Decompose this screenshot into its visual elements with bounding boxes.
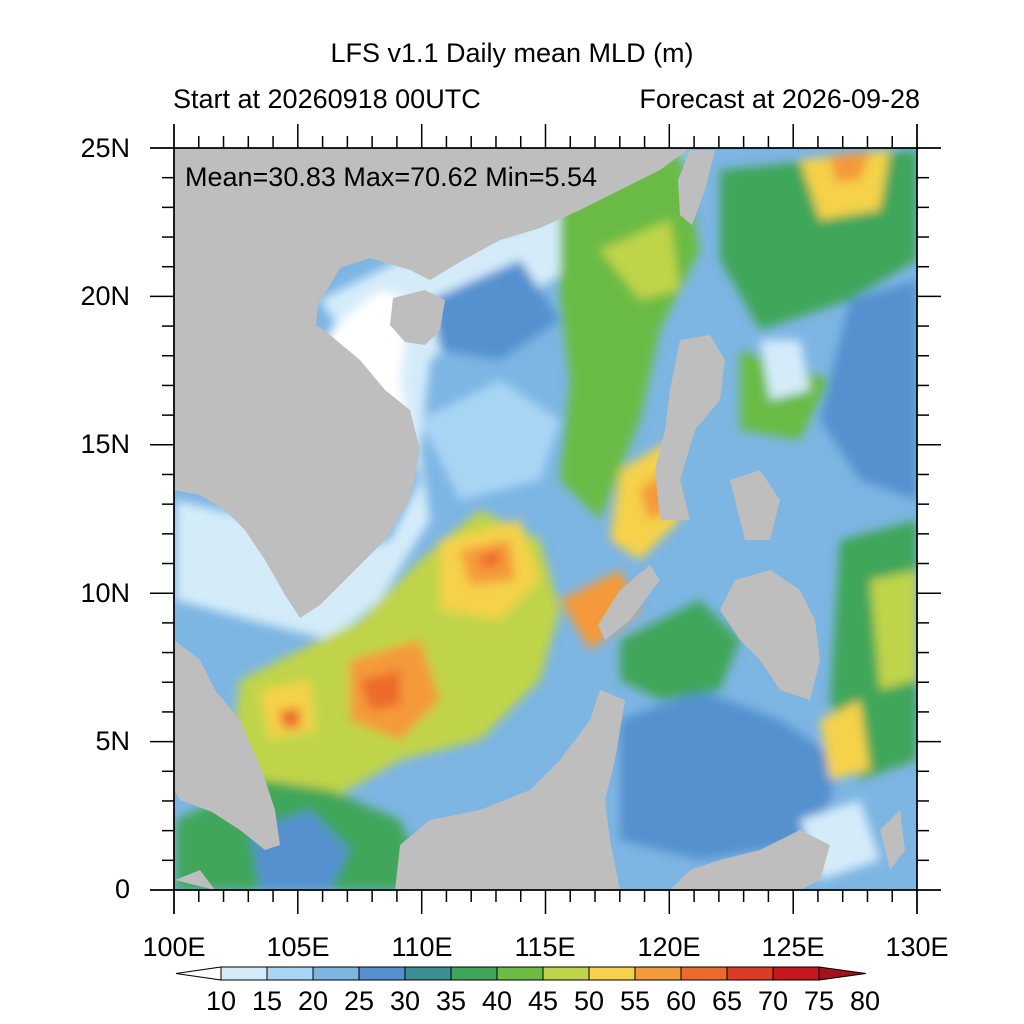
lon-label-130e: 130E [885,932,949,962]
colorbar-swatch [588,966,636,981]
start-time-label: Start at 20260918 00UTC [173,84,481,114]
colorbar-high-arrow [818,966,867,981]
colorbar-swatch [450,966,498,981]
chart-title: LFS v1.1 Daily mean MLD (m) [330,38,694,68]
colorbar-label: 65 [711,986,743,1016]
colorbar-label: 60 [665,986,697,1016]
lon-label-105e: 105E [266,932,330,962]
colorbar-swatch [312,966,360,981]
colorbar-label: 30 [389,986,421,1016]
colorbar-swatch [772,966,820,981]
colorbar-label: 20 [297,986,329,1016]
lat-label-15n: 15N [80,429,130,459]
colorbar-swatch [726,966,774,981]
lon-label-110e: 110E [391,932,453,962]
lat-label-25n: 25N [80,133,130,163]
luzon [655,335,725,520]
colorbar-swatch [634,966,682,981]
colorbar-swatch [404,966,452,981]
colorbar-label: 45 [527,986,559,1016]
colorbar-label: 80 [849,986,881,1016]
colorbar-swatch [220,966,268,981]
lat-label-0: 0 [114,874,130,904]
malay-peninsula [174,640,280,850]
colorbar-swatch [496,966,544,981]
forecast-time-label: Forecast at 2026-09-28 [639,84,920,114]
colorbar-swatch [358,966,406,981]
colorbar-label: 25 [343,986,375,1016]
colorbar-label: 50 [573,986,605,1016]
colorbar-label: 35 [435,986,467,1016]
borneo [395,690,625,890]
hainan-island [390,290,445,345]
lon-label-120e: 120E [637,932,701,962]
stats-label: Mean=30.83 Max=70.62 Min=5.54 [185,162,598,192]
colorbar-low-arrow [175,966,222,981]
land-masses [174,148,905,890]
colorbar-label: 70 [757,986,789,1016]
colorbar-label: 75 [803,986,835,1016]
colorbar-swatch [266,966,314,981]
lon-label-115e: 115E [514,932,576,962]
colorbar-swatch [680,966,728,981]
lat-label-20n: 20N [80,281,130,311]
mindanao [720,570,820,700]
colorbar-label: 55 [619,986,651,1016]
colorbar-label: 40 [481,986,513,1016]
lon-label-100e: 100E [142,932,206,962]
palawan [598,565,660,640]
colorbar-swatch [542,966,590,981]
colorbar-label: 15 [251,986,283,1016]
sulawesi [670,830,830,890]
lon-label-125e: 125E [761,932,825,962]
lat-label-10n: 10N [80,578,130,608]
axis-ticks [150,124,941,914]
taiwan [678,150,715,225]
colorbar [175,966,867,981]
map-plot-area [174,148,917,890]
lat-label-5n: 5N [95,726,130,756]
colorbar-label: 10 [205,986,237,1016]
